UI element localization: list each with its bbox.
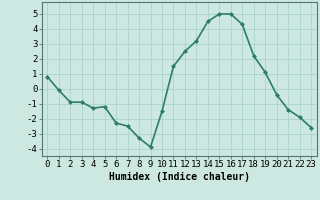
X-axis label: Humidex (Indice chaleur): Humidex (Indice chaleur) bbox=[109, 172, 250, 182]
